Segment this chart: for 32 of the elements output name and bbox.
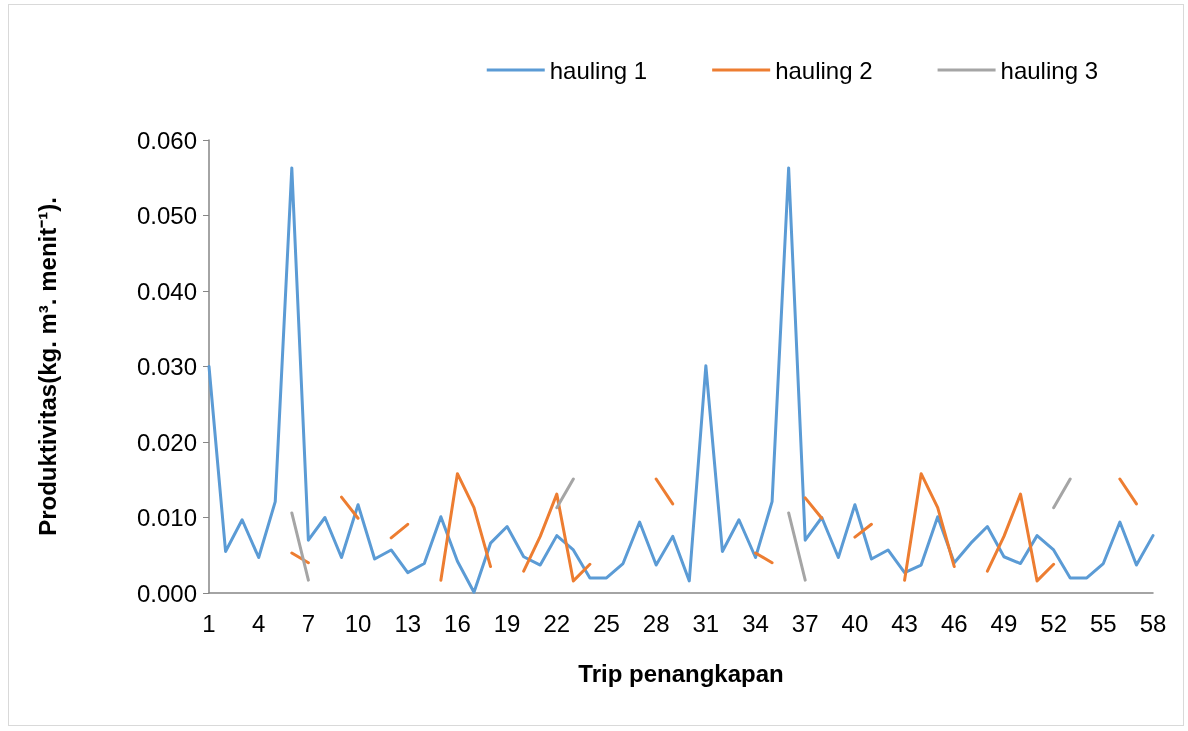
x-tick-label: 55: [1089, 609, 1117, 637]
x-tick-label: 46: [940, 609, 968, 637]
x-tick-label: 7: [301, 609, 316, 637]
x-tick-label: 25: [593, 609, 620, 637]
x-tick-label: 37: [791, 609, 819, 637]
y-tick-label: 0.040: [136, 277, 197, 305]
x-tick-label: 34: [742, 609, 769, 637]
x-tick-label: 19: [493, 609, 521, 637]
x-tick-label: 28: [642, 609, 670, 637]
x-tick-label: 10: [344, 609, 372, 637]
x-tick-label: 31: [692, 609, 720, 637]
x-tick-label: 1: [202, 609, 216, 637]
x-tick-label: 4: [252, 609, 266, 637]
y-tick-label: 0.010: [136, 504, 197, 531]
legend-label: hauling 1: [549, 56, 648, 84]
y-tick-label: 0.020: [136, 428, 197, 456]
x-tick-label: 16: [444, 609, 471, 637]
x-tick-label: 13: [394, 609, 422, 637]
y-tick-label: 0.050: [136, 202, 197, 229]
x-tick-label: 40: [841, 609, 869, 637]
y-tick-label: 0.060: [136, 126, 197, 154]
x-tick-label: 43: [891, 609, 918, 637]
y-tick-label: 0.000: [136, 579, 197, 607]
x-tick-label: 49: [990, 609, 1018, 637]
y-axis-title: Produktivitas(kg. m³. menit⁻¹).: [33, 197, 61, 536]
x-tick-label: 58: [1139, 609, 1167, 637]
x-tick-label: 52: [1040, 609, 1067, 637]
legend-label: hauling 3: [1000, 56, 1098, 84]
y-tick-label: 0.030: [136, 353, 197, 380]
x-axis-title: Trip penangkapan: [578, 659, 784, 687]
legend-label: hauling 2: [775, 56, 873, 84]
x-tick-label: 22: [543, 609, 571, 637]
